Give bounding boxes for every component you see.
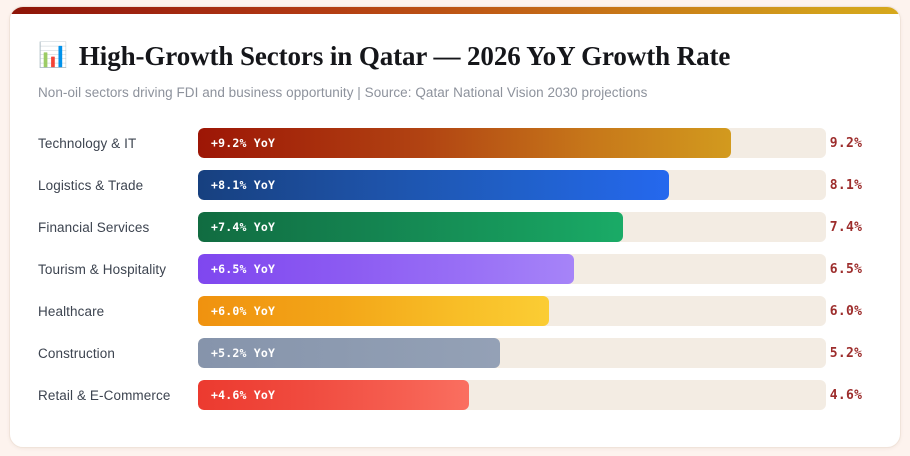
bar-track: +4.6% YoY — [198, 380, 826, 410]
bar-row-category-label: Retail & E-Commerce — [38, 387, 171, 403]
page-title: High-Growth Sectors in Qatar — 2026 YoY … — [78, 41, 731, 71]
bar-fill: +7.4% YoY — [198, 212, 624, 242]
bar-value-inline-label: +6.0% YoY — [211, 304, 276, 318]
bar-row-value: 8.1% — [829, 177, 863, 193]
bar-chart-icon: 📊 — [38, 41, 68, 69]
bar-row-value: 7.4% — [829, 219, 863, 235]
bar-row-category-label: Healthcare — [38, 303, 105, 319]
bar-row: Logistics & Trade +8.1% YoY 8.1% — [38, 164, 872, 206]
bar-fill: +6.5% YoY — [198, 254, 575, 284]
bar-value-inline-label: +4.6% YoY — [211, 388, 276, 402]
bar-row-value: 5.2% — [829, 345, 863, 361]
bar-track: +5.2% YoY — [198, 338, 826, 368]
bar-row-category-label: Tourism & Hospitality — [38, 261, 167, 277]
bar-value-inline-label: +9.2% YoY — [211, 136, 276, 150]
bar-track: +8.1% YoY — [198, 170, 826, 200]
bar-row-value: 6.5% — [829, 261, 863, 277]
bar-value-inline-label: +6.5% YoY — [211, 262, 276, 276]
bar-value-inline-label: +8.1% YoY — [211, 178, 276, 192]
bar-fill: +5.2% YoY — [198, 338, 501, 368]
bar-row: Construction +5.2% YoY 5.2% — [38, 332, 872, 374]
bar-row-category-label: Construction — [38, 345, 115, 361]
header-row: 📊 High-Growth Sectors in Qatar — 2026 Yo… — [38, 41, 872, 72]
card-content: 📊 High-Growth Sectors in Qatar — 2026 Yo… — [10, 7, 900, 416]
bar-track: +7.4% YoY — [198, 212, 826, 242]
top-accent-bar — [10, 7, 900, 14]
bar-fill: +4.6% YoY — [198, 380, 470, 410]
bar-chart-rows: Technology & IT +9.2% YoY 9.2% Logistics & … — [38, 122, 872, 416]
bar-row-category-label: Technology & IT — [38, 135, 137, 151]
bar-row: Tourism & Hospitality +6.5% YoY 6.5% — [38, 248, 872, 290]
bar-row: Financial Services +7.4% YoY 7.4% — [38, 206, 872, 248]
bar-value-inline-label: +7.4% YoY — [211, 220, 276, 234]
bar-fill: +6.0% YoY — [198, 296, 550, 326]
bar-track: +9.2% YoY — [198, 128, 826, 158]
bar-row: Healthcare +6.0% YoY 6.0% — [38, 290, 872, 332]
bar-row-category-label: Financial Services — [38, 219, 150, 235]
page-subtitle: Non-oil sectors driving FDI and business… — [38, 85, 648, 100]
bar-fill: +9.2% YoY — [198, 128, 732, 158]
bar-row-value: 6.0% — [829, 303, 863, 319]
bar-track: +6.5% YoY — [198, 254, 826, 284]
bar-row-category-label: Logistics & Trade — [38, 177, 144, 193]
bar-value-inline-label: +5.2% YoY — [211, 346, 276, 360]
chart-card: 📊 High-Growth Sectors in Qatar — 2026 Yo… — [9, 6, 901, 448]
bar-row-value: 4.6% — [829, 387, 863, 403]
bar-track: +6.0% YoY — [198, 296, 826, 326]
bar-row: Retail & E-Commerce +4.6% YoY 4.6% — [38, 374, 872, 416]
bar-fill: +8.1% YoY — [198, 170, 669, 200]
bar-row: Technology & IT +9.2% YoY 9.2% — [38, 122, 872, 164]
bar-row-value: 9.2% — [829, 135, 863, 151]
